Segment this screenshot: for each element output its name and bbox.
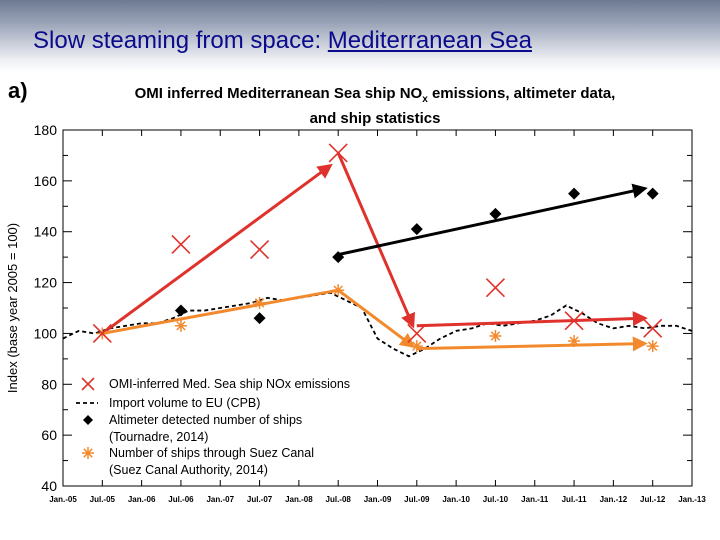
chart-title: OMI inferred Mediterranean Sea ship NOx … — [90, 84, 660, 128]
x-tick-label: Jul.-11 — [562, 495, 587, 504]
y-tick-label: 120 — [34, 275, 58, 291]
legend-altimeter-source: (Tournadre, 2014) — [109, 430, 208, 444]
suez-point — [568, 335, 581, 348]
x-tick-label: Jan.-06 — [128, 495, 156, 504]
asterisk-stroke — [83, 448, 93, 458]
nox-point — [643, 318, 663, 338]
chart-title-line1: OMI inferred Mediterranean Sea ship NO — [134, 85, 423, 102]
suez-point — [410, 340, 423, 353]
trend-arrow — [337, 183, 648, 257]
nox-point — [328, 143, 348, 163]
x-tick-label: Jan.-05 — [49, 495, 77, 504]
altimeter-point — [410, 223, 423, 236]
x-marker-stroke — [171, 234, 191, 254]
x-marker-stroke — [328, 143, 348, 163]
y-tick-label: 160 — [34, 173, 58, 189]
x-tick-label: Jan.-10 — [442, 495, 470, 504]
x-tick-label: Jul.-09 — [404, 495, 430, 504]
altimeter-point — [646, 187, 659, 200]
trend-arrow — [416, 336, 648, 352]
trend-arrow — [337, 288, 416, 348]
legend-altimeter-symbol — [83, 415, 93, 425]
panel-label: a) — [8, 78, 28, 103]
x-tick-label: Jan.-07 — [206, 495, 234, 504]
asterisk-stroke — [333, 285, 343, 295]
y-tick-label: 100 — [34, 325, 58, 341]
suez-point — [174, 319, 187, 332]
legend-altimeter-label: Altimeter detected number of ships — [109, 413, 302, 427]
x-tick-label: Jan.-08 — [285, 495, 313, 504]
y-tick-label: 40 — [41, 478, 57, 494]
y-tick-label: 180 — [34, 122, 58, 138]
chart-title-line1-end: emissions, altimeter data, — [427, 85, 616, 102]
slide-title-prefix: Slow steaming from space: — [33, 27, 328, 54]
legend-import-label: Import volume to EU (CPB) — [109, 396, 260, 410]
slide-title: Slow steaming from space: Mediterranean … — [33, 27, 532, 55]
nox-point — [92, 323, 112, 343]
legend-suez-symbol — [82, 447, 94, 459]
chart-title-line2: and ship statistics — [309, 110, 441, 127]
suez-point — [646, 340, 659, 353]
asterisk-stroke — [412, 341, 422, 351]
altimeter-point — [174, 304, 187, 317]
x-tick-label: Jan.-12 — [600, 495, 628, 504]
altimeter-point — [253, 312, 266, 325]
y-axis-label: Index (base year 2005 = 100) — [5, 223, 20, 393]
x-marker-stroke — [81, 377, 95, 391]
legend-suez-label: Number of ships through Suez Canal — [109, 446, 314, 460]
suez-point — [489, 329, 502, 342]
asterisk-stroke — [569, 336, 579, 346]
asterisk-stroke — [254, 298, 265, 308]
x-tick-label: Jul.-05 — [90, 495, 116, 504]
asterisk-stroke — [490, 331, 501, 341]
altimeter-point — [568, 187, 581, 200]
x-tick-label: Jul.-12 — [640, 495, 666, 504]
x-tick-label: Jul.-10 — [483, 495, 509, 504]
series-import-volume-line — [62, 291, 693, 358]
nox-point — [249, 239, 270, 260]
x-tick-label: Jul.-06 — [168, 495, 194, 504]
x-marker-stroke — [249, 239, 270, 260]
trend-arrow — [336, 152, 416, 329]
x-marker-stroke — [485, 278, 506, 298]
y-tick-label: 60 — [41, 427, 57, 443]
asterisk-stroke — [647, 341, 658, 351]
suez-point — [332, 284, 345, 297]
x-tick-label: Jan.-13 — [678, 495, 706, 504]
y-tick-label: 80 — [41, 376, 57, 392]
suez-point — [253, 296, 266, 309]
nox-point — [171, 234, 191, 254]
x-marker-stroke — [643, 318, 663, 338]
x-tick-label: Jan.-11 — [521, 495, 549, 504]
legend-suez-source: (Suez Canal Authority, 2014) — [109, 463, 268, 477]
trend-arrow — [416, 311, 648, 328]
trend-line — [102, 288, 339, 335]
nox-point — [485, 278, 506, 298]
legend-nox-label: OMI-inferred Med. Sea ship NOx emissions — [109, 377, 350, 391]
legend-nox-symbol — [81, 377, 95, 391]
altimeter-point — [332, 251, 345, 264]
x-tick-label: Jul.-07 — [247, 495, 273, 504]
x-tick-label: Jul.-08 — [326, 495, 352, 504]
altimeter-point — [489, 207, 502, 220]
trend-arrow — [101, 163, 333, 335]
asterisk-stroke — [176, 321, 186, 331]
x-marker-stroke — [564, 311, 584, 331]
chart-title-subscript: x — [422, 94, 428, 105]
slide-title-link[interactable]: Mediterranean Sea — [327, 27, 532, 54]
nox-point — [407, 323, 427, 343]
x-marker-stroke — [407, 323, 427, 343]
nox-point — [564, 311, 584, 331]
x-tick-label: Jan.-09 — [364, 495, 392, 504]
x-marker-stroke — [92, 323, 112, 343]
y-tick-label: 140 — [34, 224, 58, 240]
title-banner — [0, 0, 720, 72]
